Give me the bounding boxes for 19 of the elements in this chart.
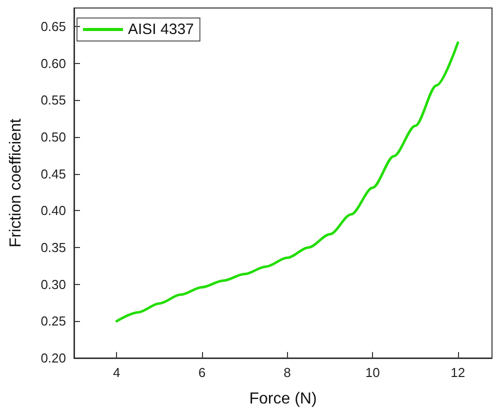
x-axis-title: Force (N) <box>249 390 317 408</box>
x-tick-label: 12 <box>450 365 466 380</box>
y-tick-label: 0.25 <box>40 314 66 329</box>
x-tick-label: 10 <box>365 365 380 380</box>
line-series <box>115 41 460 322</box>
legend-label: AISI 4337 <box>128 21 194 38</box>
x-tick-label: 4 <box>113 365 120 380</box>
y-tick-label: 0.60 <box>40 56 66 71</box>
y-tick-label: 0.30 <box>40 276 66 292</box>
y-tick-label: 0.55 <box>40 92 66 108</box>
y-tick-label: 0.65 <box>40 18 66 34</box>
y-tick-label: 0.50 <box>40 129 66 144</box>
y-tick-label: 0.35 <box>40 240 66 255</box>
y-axis-title: Friction coefficient <box>8 118 24 248</box>
y-tick-label: 0.45 <box>40 166 66 182</box>
y-tick-label: 0.40 <box>40 203 66 218</box>
x-tick-label: 6 <box>198 365 206 380</box>
x-tick-label: 8 <box>284 365 291 380</box>
y-tick-label: 0.20 <box>40 350 66 366</box>
